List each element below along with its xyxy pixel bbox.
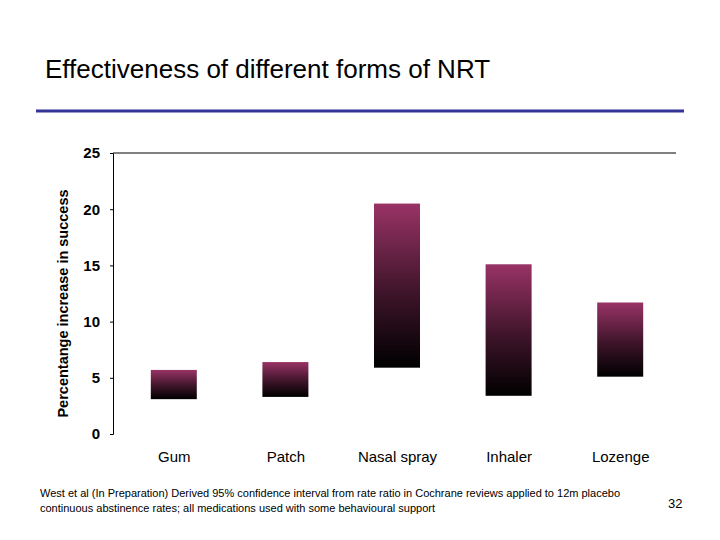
x-tick: Inhaler xyxy=(486,434,532,465)
y-tick: 0 xyxy=(92,425,113,442)
y-tick-mark xyxy=(110,378,113,379)
title: Effectiveness of different forms of NRT xyxy=(45,54,490,84)
y-tick-mark xyxy=(110,265,113,266)
bar xyxy=(262,362,308,397)
bar xyxy=(597,302,643,376)
x-tick: Patch xyxy=(267,434,305,465)
y-tick-label: 5 xyxy=(92,369,100,386)
bar xyxy=(486,264,532,396)
x-tick-label: Lozenge xyxy=(592,448,650,465)
y-tick-mark xyxy=(110,434,113,435)
y-tick: 15 xyxy=(83,257,113,274)
bars xyxy=(151,204,643,400)
y-tick-label: 15 xyxy=(83,257,100,274)
y-tick-label: 25 xyxy=(83,144,100,161)
x-tick-label: Gum xyxy=(158,448,191,465)
y-axis-title: Percentange increase in success xyxy=(55,189,71,417)
plot-frame xyxy=(113,153,676,154)
y-tick-label: 0 xyxy=(92,425,100,442)
chart: Effectiveness of different forms of NRT 0… xyxy=(0,0,720,540)
page-number: 32 xyxy=(668,496,682,511)
x-axis: Gum Patch Nasal spray Inhaler Lozenge xyxy=(158,434,649,465)
y-axis: 0 5 10 15 20 25 xyxy=(83,144,113,442)
y-tick-mark xyxy=(110,209,113,210)
x-tick-label: Patch xyxy=(267,448,305,465)
x-tick: Gum xyxy=(158,434,191,465)
x-tick-label: Inhaler xyxy=(486,448,532,465)
bar xyxy=(374,204,420,368)
y-tick-label: 20 xyxy=(83,201,100,218)
y-tick: 20 xyxy=(83,201,113,218)
x-tick-label: Nasal spray xyxy=(358,448,438,465)
y-tick-mark xyxy=(110,153,113,154)
y-axis-line xyxy=(110,154,114,435)
title-rule xyxy=(36,110,684,113)
bar xyxy=(151,370,197,399)
y-tick-label: 10 xyxy=(83,313,100,330)
footnote: West et al (In Preparation) Derived 95% … xyxy=(40,487,620,514)
x-tick: Lozenge xyxy=(592,434,650,465)
x-tick: Nasal spray xyxy=(358,434,438,465)
y-tick: 5 xyxy=(92,369,113,386)
y-tick: 25 xyxy=(83,144,113,161)
y-tick: 10 xyxy=(83,313,113,330)
y-tick-mark xyxy=(110,322,113,323)
